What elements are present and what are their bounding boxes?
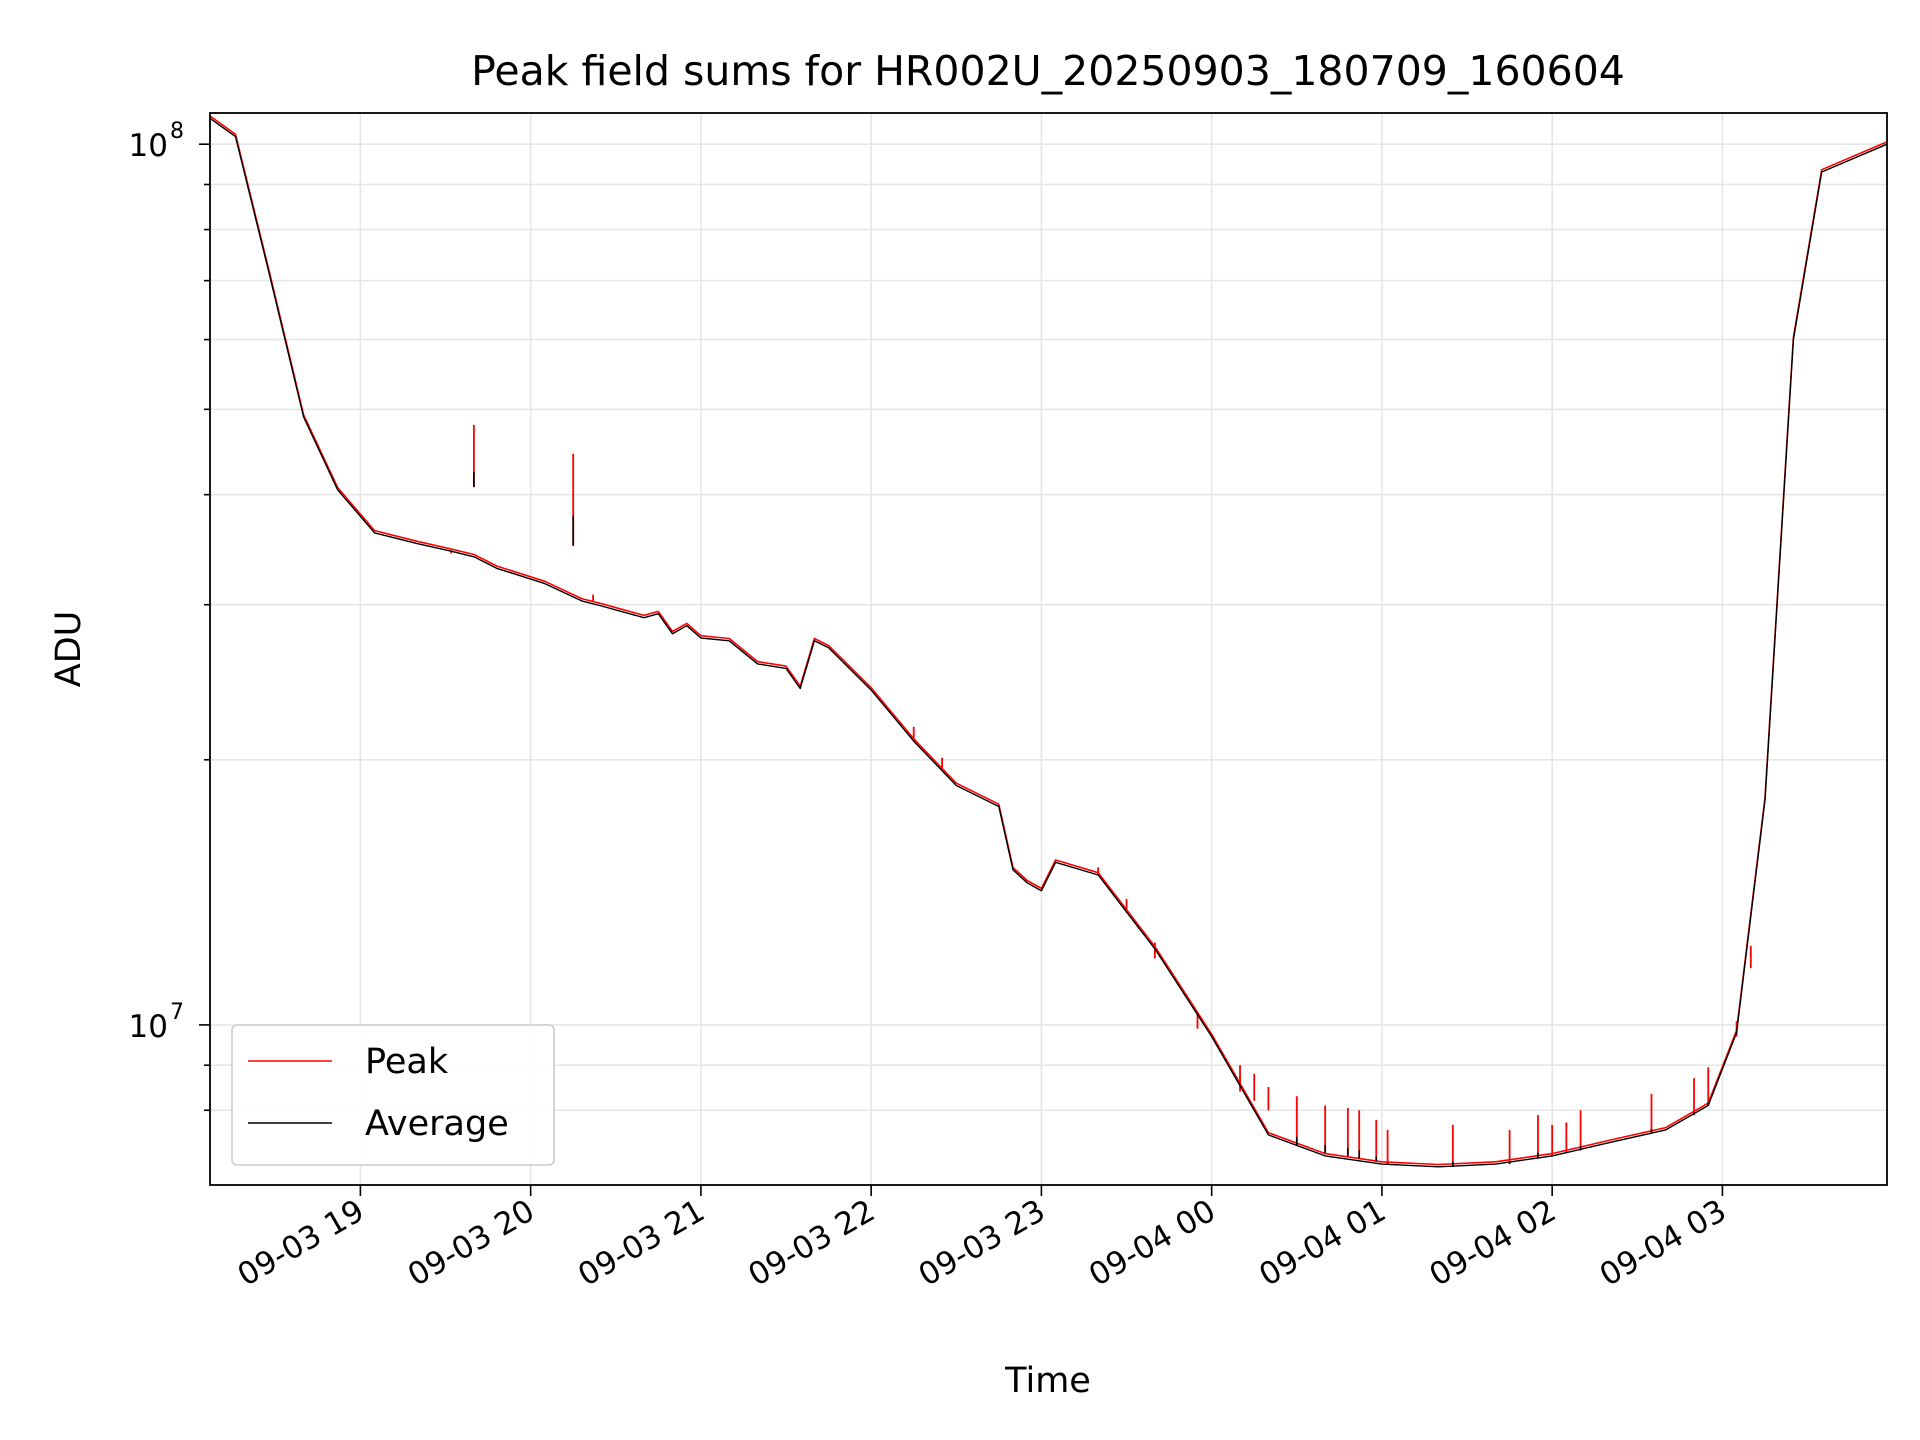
- y-tick-label: 10 8: [129, 119, 184, 164]
- y-tick-label-exponent: 8: [170, 119, 184, 144]
- legend-label-peak: Peak: [365, 1042, 449, 1082]
- x-axis-label: Time: [1004, 1361, 1091, 1401]
- legend-label-average: Average: [365, 1104, 509, 1144]
- legend-box: [231, 1024, 555, 1166]
- y-tick-label: 10 7: [129, 1000, 184, 1045]
- legend: Peak Average: [231, 1024, 555, 1166]
- y-tick-label-base: 10: [129, 1009, 168, 1045]
- average-series-line: [209, 117, 1888, 1168]
- y-axis-label: ADU: [49, 611, 89, 688]
- y-tick-label-exponent: 7: [170, 1000, 184, 1025]
- y-tick-label-base: 10: [129, 128, 168, 164]
- chart-title: Peak field sums for HR002U_20250903_1807…: [471, 47, 1625, 95]
- series-layer: [209, 115, 1888, 1168]
- plot-frame: [209, 112, 1888, 1186]
